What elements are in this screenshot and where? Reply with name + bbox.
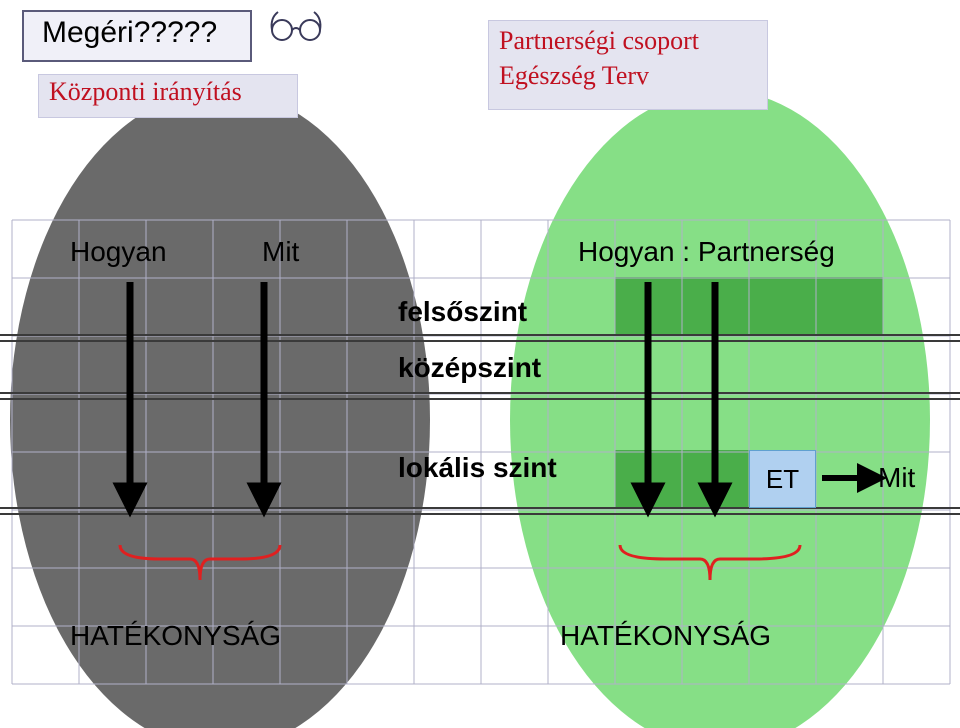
label-hogyan-right: Hogyan : Partnerség: [578, 236, 835, 268]
title-text: Megéri?????: [42, 16, 217, 49]
left-label-text: Központi irányítás: [49, 77, 242, 106]
left-label-box: Központi irányítás: [38, 74, 298, 118]
label-mit-left: Mit: [262, 236, 299, 268]
label-lokalisszint: lokális szint: [398, 452, 557, 484]
et-text: ET: [766, 464, 799, 495]
label-felsoszint: felsőszint: [398, 296, 527, 328]
title-box: Megéri?????: [22, 10, 252, 62]
label-mit-right: Mit: [878, 462, 915, 494]
right-label-line1: Partnerségi csoport: [499, 23, 757, 58]
right-label-box: Partnerségi csoport Egészség Terv: [488, 20, 768, 110]
label-kozepszint: középszint: [398, 352, 541, 384]
label-hatekonysag-left: HATÉKONYSÁG: [70, 620, 281, 652]
glasses-icon: [268, 6, 324, 42]
label-hatekonysag-right: HATÉKONYSÁG: [560, 620, 771, 652]
et-box: ET: [749, 450, 816, 508]
label-hogyan-left: Hogyan: [70, 236, 167, 268]
right-label-line2: Egészség Terv: [499, 58, 757, 93]
